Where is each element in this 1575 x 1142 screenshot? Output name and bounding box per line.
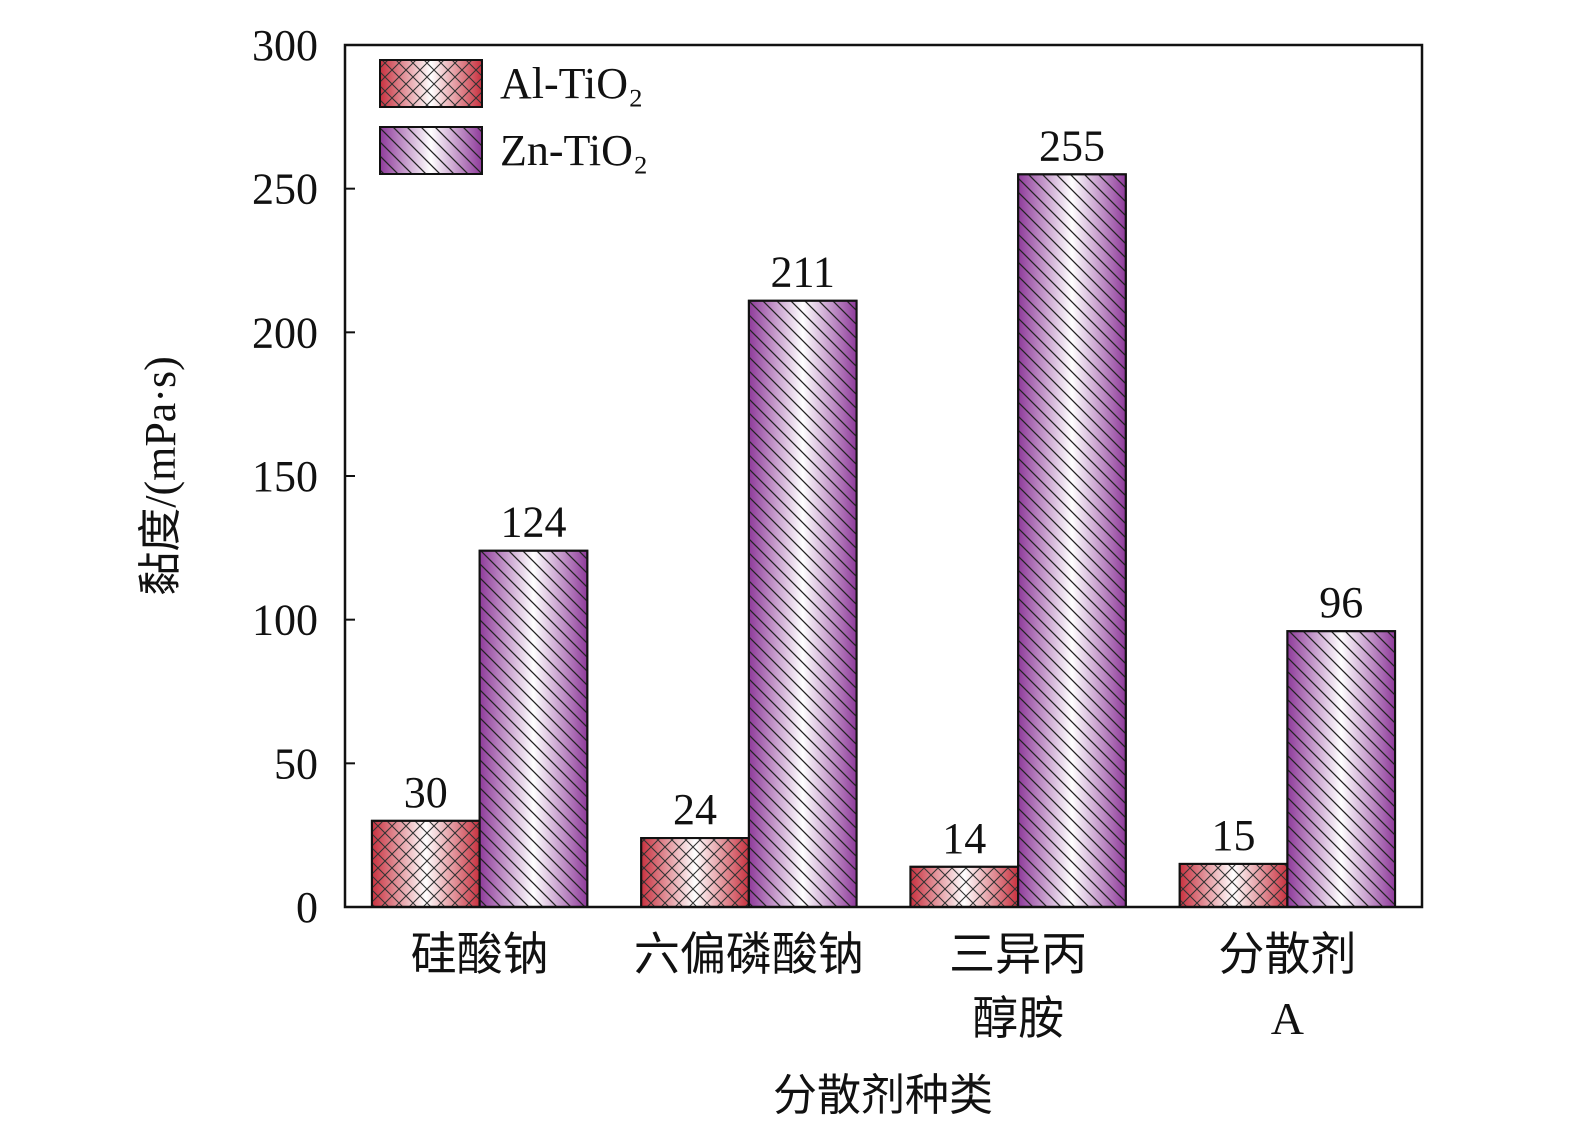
x-tick-label: 分散剂 A bbox=[1218, 929, 1356, 1044]
value-label: 255 bbox=[1039, 121, 1105, 170]
x-tick-label: 三异丙醇胺 bbox=[949, 929, 1087, 1044]
y-tick-label: 200 bbox=[252, 308, 318, 357]
value-label: 14 bbox=[942, 814, 986, 863]
value-label: 211 bbox=[771, 248, 835, 297]
value-label: 30 bbox=[404, 768, 448, 817]
bar bbox=[1286, 630, 1397, 908]
y-tick-label: 100 bbox=[252, 596, 318, 645]
x-tick-label: 六偏磷酸钠 bbox=[634, 929, 864, 980]
legend-label: Al-TiO₂ bbox=[500, 59, 643, 108]
y-tick-label: 50 bbox=[274, 739, 318, 788]
legend-swatch-hatch bbox=[379, 126, 483, 175]
value-label: 124 bbox=[500, 498, 566, 547]
y-tick-label: 150 bbox=[252, 452, 318, 501]
x-tick-label-line: 醇胺 bbox=[972, 993, 1064, 1044]
bar bbox=[640, 837, 750, 908]
x-axis-label: 分散剂种类 bbox=[773, 1071, 993, 1120]
legend-swatch-hatch bbox=[379, 59, 483, 108]
x-tick-label: 硅酸钠 bbox=[411, 929, 549, 980]
x-tick-label-line: 三异丙 bbox=[949, 929, 1087, 980]
bar bbox=[478, 549, 589, 908]
y-axis-label: 黏度/(mPa·s) bbox=[136, 356, 185, 596]
bar bbox=[1017, 173, 1127, 909]
x-tick-label-line: A bbox=[1271, 993, 1304, 1044]
bar bbox=[370, 819, 481, 908]
bar bbox=[1178, 862, 1289, 909]
value-label: 15 bbox=[1212, 811, 1256, 860]
x-tick-label-line: 硅酸钠 bbox=[411, 929, 549, 980]
plot-frame bbox=[343, 43, 1424, 909]
bar bbox=[747, 299, 858, 908]
value-label: 96 bbox=[1319, 578, 1363, 627]
y-tick-label: 250 bbox=[252, 165, 318, 214]
x-tick-label-line: 六偏磷酸钠 bbox=[634, 929, 864, 980]
y-tick-label: 300 bbox=[252, 21, 318, 70]
y-tick-label: 0 bbox=[296, 883, 318, 932]
bar bbox=[909, 865, 1020, 908]
x-tick-label-line: 分散剂 bbox=[1218, 929, 1356, 980]
legend-label: Zn-TiO₂ bbox=[500, 126, 648, 175]
value-label: 24 bbox=[673, 785, 717, 834]
